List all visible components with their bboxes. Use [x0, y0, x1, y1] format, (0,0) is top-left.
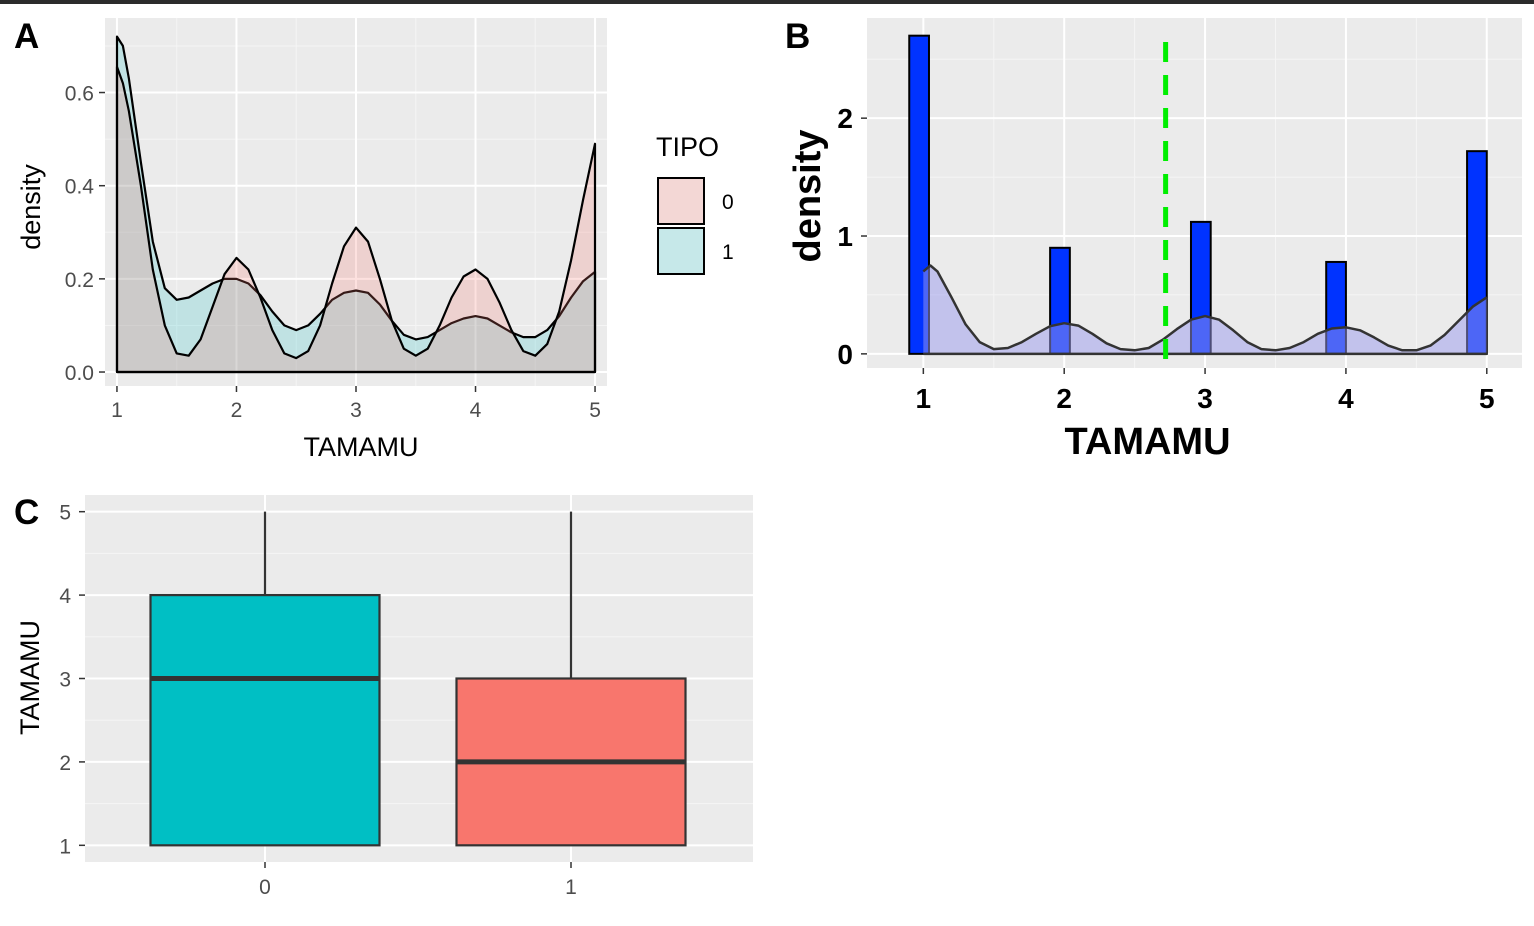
panel-c: 1 2 3 4 5 0 1 TAMAMU — [15, 495, 753, 899]
panel-c-x-tick-label: 1 — [565, 876, 577, 899]
panel-a-y-axis-title: density — [16, 164, 46, 250]
legend-key-1 — [657, 227, 705, 275]
panel-a-y-tick-label: 0.4 — [65, 176, 95, 199]
panel-c-x-tick-label: 0 — [259, 876, 271, 899]
density-area-series-1 — [115, 35, 597, 374]
density-area-series-0 — [115, 65, 597, 374]
panel-label-b: B — [785, 17, 810, 56]
panel-c-y-tick-label: 5 — [59, 502, 71, 525]
panel-b-x-tick-label: 3 — [1197, 383, 1213, 414]
panel-b-y-tick-label: 1 — [837, 221, 853, 252]
legend-key-background — [658, 228, 704, 274]
panel-label-c: C — [14, 493, 39, 532]
top-border — [0, 0, 1534, 4]
panel-b-y-tick-label: 2 — [837, 103, 853, 134]
panel-a-y-tick-label: 0.2 — [65, 269, 94, 292]
legend-key-0 — [657, 177, 705, 225]
panel-b-x-axis-title: TAMAMU — [1064, 421, 1230, 463]
panel-c-y-tick-label: 4 — [59, 585, 71, 608]
panel-a-x-tick-label: 4 — [470, 399, 482, 422]
panel-label-a: A — [14, 17, 39, 56]
panel-a: 0.0 0.2 0.4 0.6 1 2 3 4 5 TAMAMU density TIPO 0 1 — [16, 18, 734, 462]
legend-key-background — [658, 178, 704, 224]
panel-b-y-axis-title: density — [787, 129, 829, 262]
panel-a-x-tick-label: 2 — [231, 399, 243, 422]
panel-a-y-tick-label: 0.6 — [65, 83, 94, 106]
legend-label-0: 0 — [722, 191, 734, 214]
panel-a-x-tick-label: 1 — [111, 399, 123, 422]
panel-b-x-tick-label: 5 — [1479, 383, 1495, 414]
panel-c-y-tick-label: 1 — [59, 835, 71, 858]
panel-b-x-tick-label: 2 — [1056, 383, 1072, 414]
panel-a-x-tick-label: 3 — [350, 399, 362, 422]
density-overlay-area — [923, 265, 1487, 354]
panel-b-y-tick-label: 0 — [837, 339, 853, 370]
legend-title: TIPO — [656, 132, 719, 162]
panel-a-x-tick-label: 5 — [589, 399, 601, 422]
panel-a-y-tick-label: 0.0 — [65, 362, 94, 385]
panel-c-y-axis-title: TAMAMU — [15, 620, 45, 735]
panel-c-y-tick-label: 3 — [59, 669, 71, 692]
panel-a-x-axis-title: TAMAMU — [304, 432, 419, 462]
panel-b-x-tick-label: 4 — [1338, 383, 1354, 414]
density-overlay-line — [922, 264, 1488, 352]
box-0 — [149, 593, 381, 847]
legend-label-1: 1 — [722, 241, 734, 264]
panel-c-y-tick-label: 2 — [59, 752, 71, 775]
panel-b-x-tick-label: 1 — [916, 383, 932, 414]
panel-b: 0 1 2 1 2 3 4 5 TAMAMU density — [787, 18, 1522, 463]
